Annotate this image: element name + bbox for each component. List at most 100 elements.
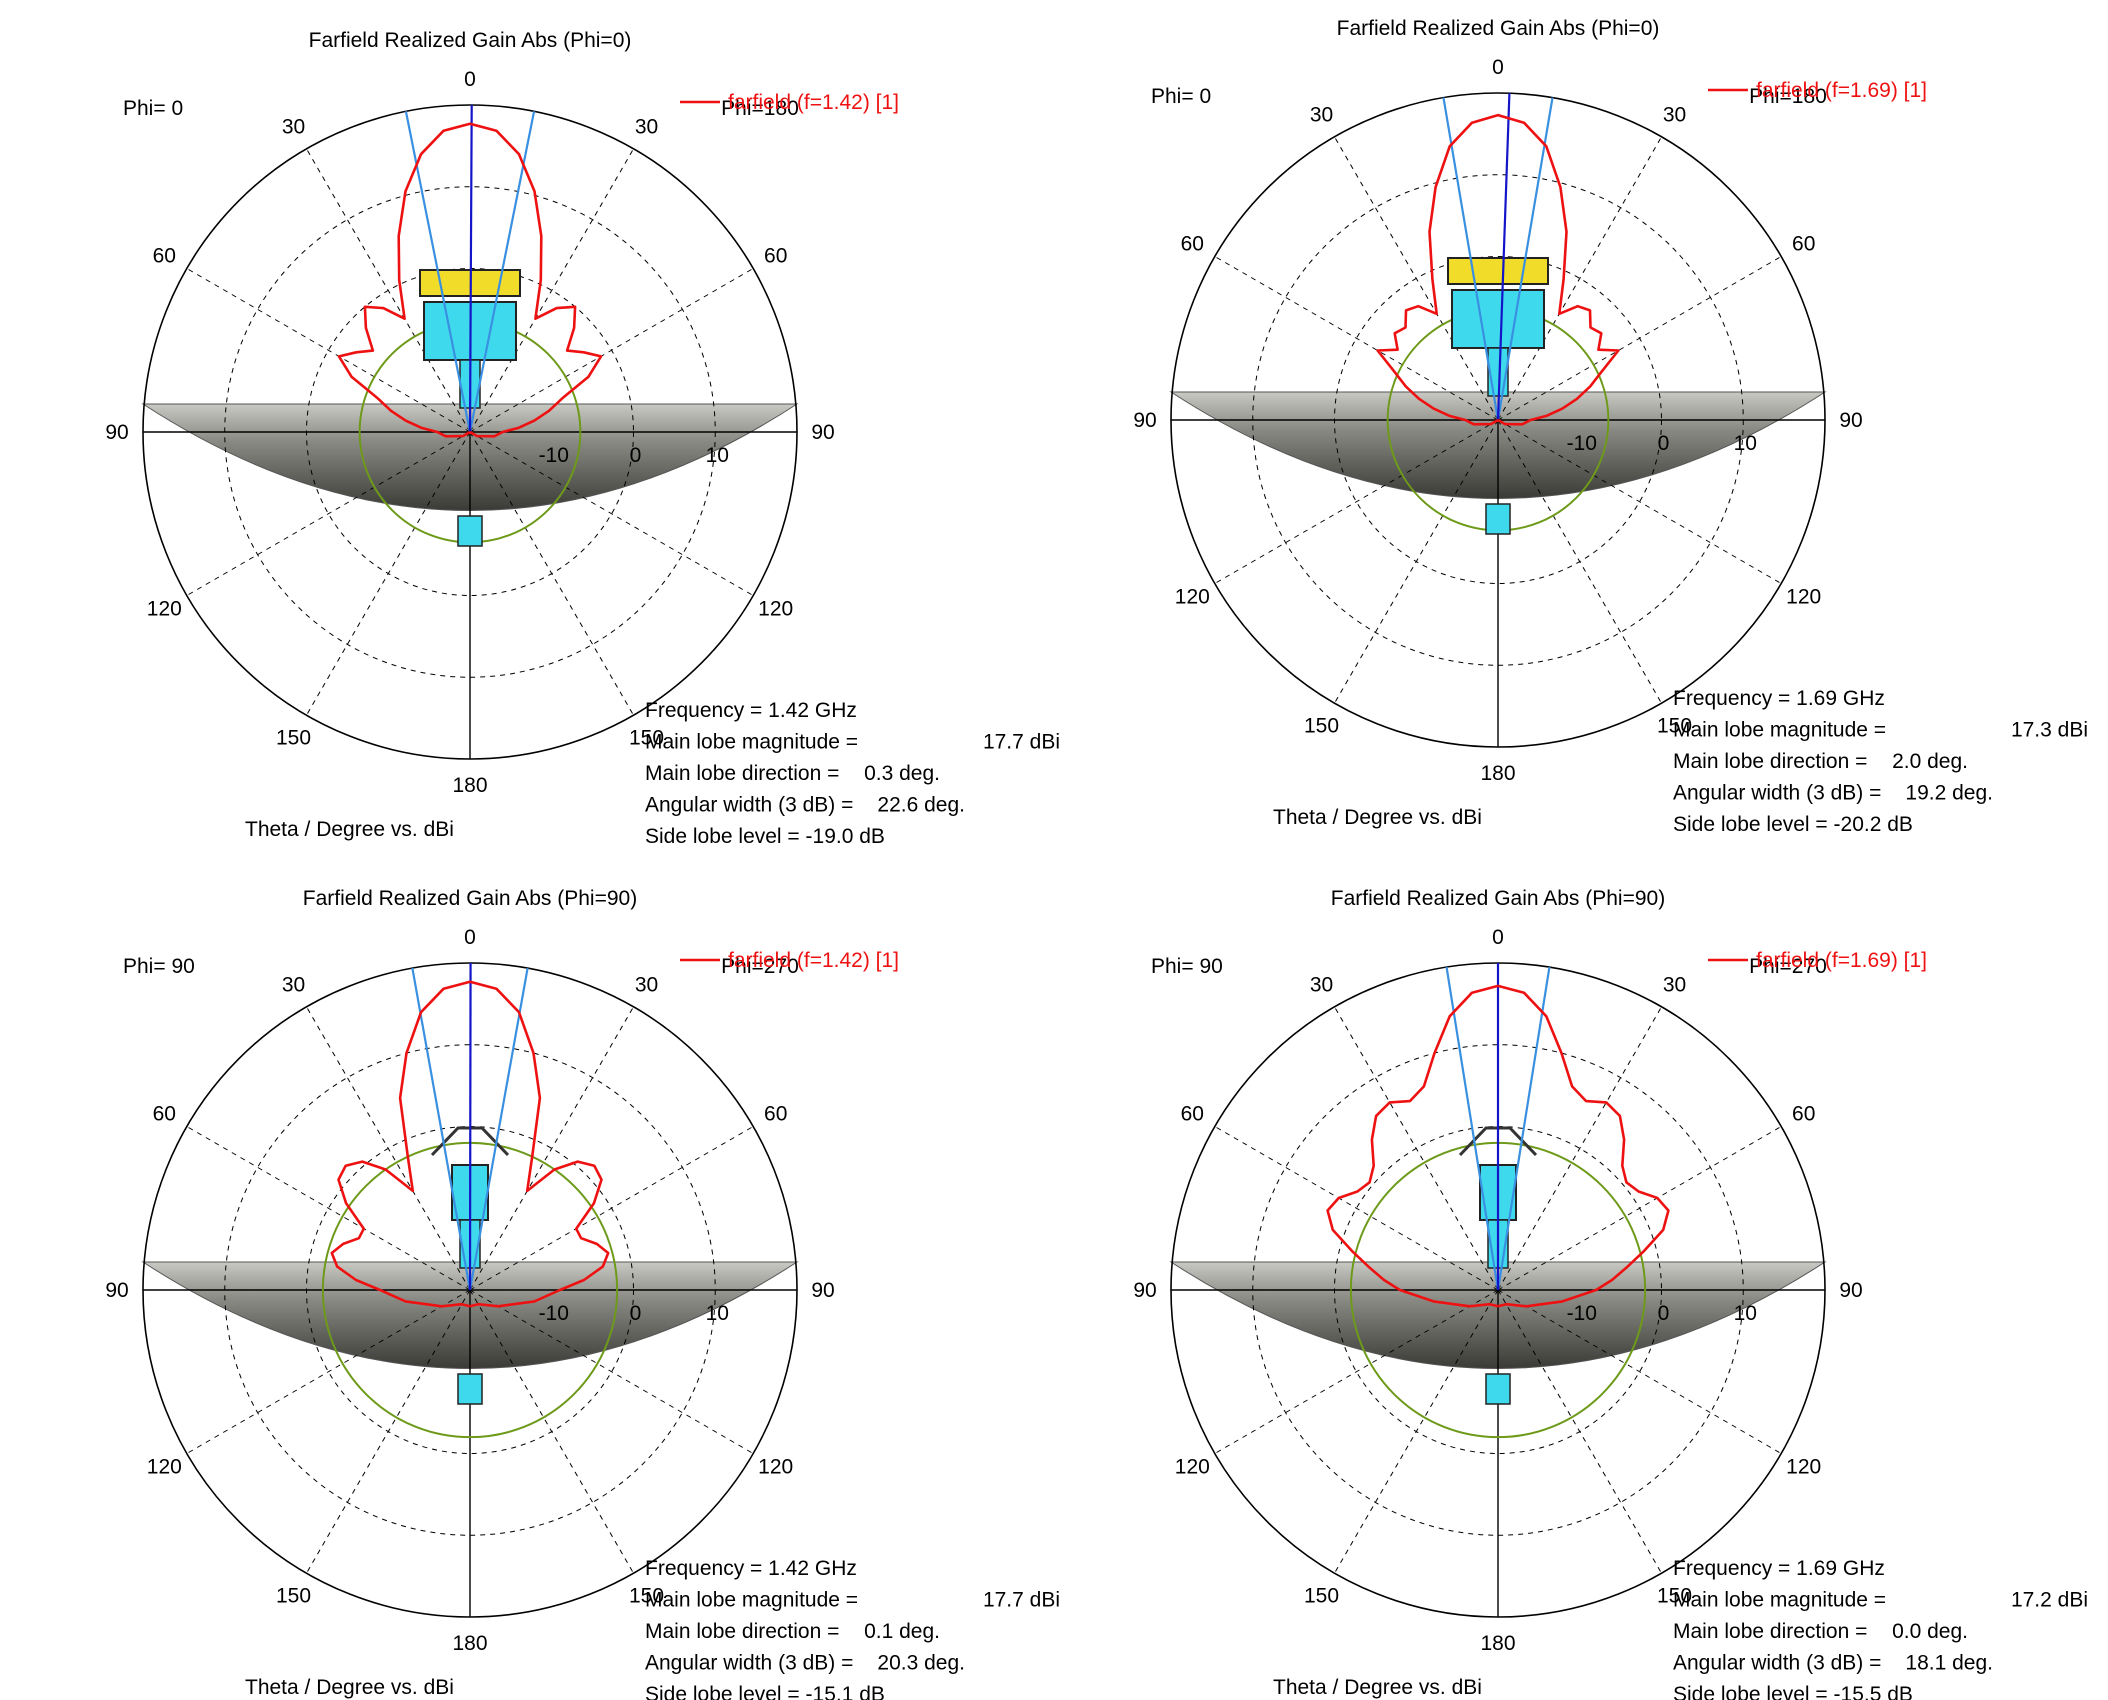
angle-tick-label: 150 [1657, 715, 1692, 738]
grid-spoke [1214, 419, 1499, 584]
angle-tick-label: 90 [1839, 1279, 1862, 1302]
pattern-curve [337, 122, 603, 438]
polar-plot-4: 0 30 60 90 120 150 180 150 120 90 60 30 -10 0 10 Farfie… [1133, 887, 2088, 1700]
grid-spoke [306, 431, 471, 716]
angle-tick-label: 180 [1480, 1632, 1515, 1655]
info-width-label: Angular width (3 dB) = [1673, 782, 1881, 805]
grid-spoke [1334, 1289, 1499, 1574]
angle-tick-label: 90 [1133, 1279, 1156, 1302]
info-frequency: Frequency = 1.42 GHz [645, 699, 857, 722]
angle-tick-label: 150 [1657, 1585, 1692, 1608]
beamwidth-line [468, 967, 529, 1291]
legend-label: farfield (f=1.69) [1] [1756, 949, 1927, 972]
grid-spoke [469, 268, 754, 433]
angle-tick-label: 60 [764, 1103, 787, 1126]
angle-tick-label: 30 [282, 115, 305, 138]
polar-plot-2: 0 30 60 90 120 150 180 150 120 90 60 30 -10 0 10 Farfie… [1133, 17, 2088, 836]
beamwidth-line [1445, 966, 1500, 1291]
feed-support-shape [457, 515, 483, 547]
angle-tick-label: 60 [153, 1103, 176, 1126]
grid-spoke [1497, 1289, 1662, 1574]
info-direction-label: Main lobe direction = [1673, 750, 1867, 773]
x-axis-label: Theta / Degree vs. dBi [1273, 806, 1482, 829]
grid-spoke [1334, 1006, 1499, 1291]
angle-tick-label: 90 [105, 1279, 128, 1302]
angle-tick-label: 150 [276, 727, 311, 750]
angle-tick-label: 150 [629, 1585, 664, 1608]
beamwidth-line [411, 967, 472, 1291]
angle-tick-label: 60 [1792, 233, 1815, 256]
grid-spoke [1497, 1006, 1662, 1291]
angle-tick-label: 0 [1492, 926, 1504, 949]
info-direction-label: Main lobe direction = [645, 762, 839, 785]
polar-plot-3: 0 30 60 90 120 150 180 150 120 90 60 30 -10 0 10 Farfie… [105, 887, 1060, 1700]
feed-support-shape [1485, 503, 1511, 535]
info-frequency: Frequency = 1.42 GHz [645, 1557, 857, 1580]
angle-tick-label: 90 [811, 421, 834, 444]
angle-tick-label: 30 [1310, 103, 1333, 126]
angle-tick-label: 60 [764, 245, 787, 268]
info-magnitude-value: 17.7 dBi [983, 731, 1060, 754]
angle-tick-label: 90 [1839, 409, 1862, 432]
angle-tick-label: 90 [1133, 409, 1156, 432]
angle-tick-label: 0 [464, 926, 476, 949]
angle-tick-label: 30 [1663, 973, 1686, 996]
pattern-curve [330, 980, 610, 1308]
ring-label: 0 [1658, 432, 1670, 455]
info-direction-value: 2.0 deg. [1892, 750, 1968, 773]
info-magnitude-label: Main lobe magnitude = [1673, 1589, 1886, 1612]
angle-tick-label: 150 [629, 727, 664, 750]
phi-right-label: Phi=180 [721, 97, 799, 120]
grid-spoke [306, 148, 471, 433]
grid-spoke [1497, 1289, 1782, 1454]
ring-label: 10 [706, 1302, 729, 1325]
info-width-value: 22.6 deg. [877, 794, 965, 817]
ring-label: 0 [630, 444, 642, 467]
grid-spoke [1214, 1126, 1499, 1291]
info-magnitude-value: 17.7 dBi [983, 1589, 1060, 1612]
angle-tick-label: 30 [635, 973, 658, 996]
ring-label: 0 [630, 1302, 642, 1325]
phi-left-label: Phi= 0 [123, 97, 183, 120]
info-direction-label: Main lobe direction = [645, 1620, 839, 1643]
phi-right-label: Phi=180 [1749, 85, 1827, 108]
grid-spoke [1214, 256, 1499, 421]
phi-right-label: Phi=270 [1749, 955, 1827, 978]
x-axis-label: Theta / Degree vs. dBi [245, 818, 454, 841]
angle-tick-label: 120 [1175, 1456, 1210, 1479]
angle-tick-label: 30 [635, 115, 658, 138]
ring-label: 0 [1658, 1302, 1670, 1325]
grid-spoke [469, 1126, 754, 1291]
legend-label: farfield (f=1.42) [1] [728, 91, 899, 114]
x-axis-label: Theta / Degree vs. dBi [1273, 1676, 1482, 1699]
angle-tick-label: 120 [758, 1456, 793, 1479]
angle-tick-label: 120 [1175, 586, 1210, 609]
main-lobe-direction-line [1496, 93, 1511, 421]
grid-spoke [1334, 136, 1499, 421]
angle-tick-label: 120 [1786, 1456, 1821, 1479]
angle-tick-label: 120 [758, 598, 793, 621]
ring-label: -10 [1567, 432, 1597, 455]
info-width-value: 18.1 deg. [1905, 1652, 1993, 1675]
ring-label: -10 [1567, 1302, 1597, 1325]
phi-right-label: Phi=270 [721, 955, 799, 978]
info-magnitude-label: Main lobe magnitude = [645, 731, 858, 754]
feed-support-shape [457, 1373, 483, 1405]
ring-label: -10 [539, 444, 569, 467]
info-sidelobe: Side lobe level = -20.2 dB [1673, 813, 1913, 836]
grid-spoke [469, 148, 634, 433]
plot-title: Farfield Realized Gain Abs (Phi=90) [303, 887, 637, 910]
plot-title: Farfield Realized Gain Abs (Phi=0) [1337, 17, 1660, 40]
main-lobe-direction-line [468, 962, 472, 1291]
info-direction-value: 0.0 deg. [1892, 1620, 1968, 1643]
info-magnitude-value: 17.2 dBi [2011, 1589, 2088, 1612]
angle-tick-label: 120 [147, 598, 182, 621]
angle-tick-label: 150 [1304, 1585, 1339, 1608]
angle-tick-label: 180 [452, 1632, 487, 1655]
angle-tick-label: 120 [1786, 586, 1821, 609]
info-magnitude-label: Main lobe magnitude = [1673, 719, 1886, 742]
angle-tick-label: 180 [1480, 762, 1515, 785]
info-frequency: Frequency = 1.69 GHz [1673, 1557, 1885, 1580]
main-lobe-direction-line [468, 104, 473, 433]
